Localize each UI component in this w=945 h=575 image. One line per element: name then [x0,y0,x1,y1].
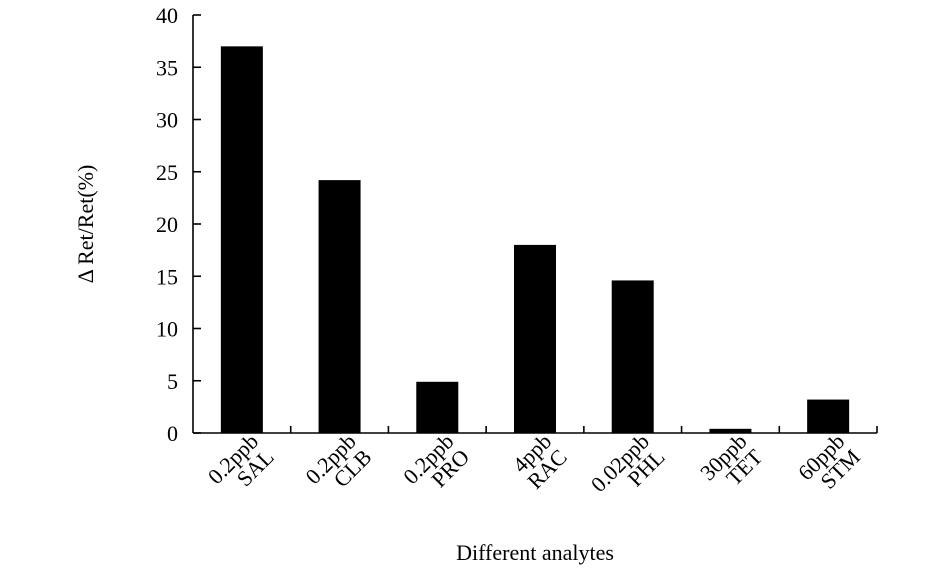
bar-stm [807,399,850,433]
y-tick-label: 15 [156,264,178,289]
y-tick-label: 10 [156,317,178,342]
bar-tet [709,428,752,433]
bar-pro [416,381,459,433]
y-tick-label: 35 [156,55,178,80]
x-axis-title: Different analytes [456,540,614,565]
bar-clb [318,180,361,433]
y-ticks-group: 0 5 10 15 20 25 30 35 40 [156,3,201,446]
y-tick-label: 5 [167,369,178,394]
y-tick-label: 20 [156,212,178,237]
y-tick-label: 0 [167,421,178,446]
y-tick-label: 30 [156,108,178,133]
y-tick-label: 25 [156,160,178,185]
bar-phl [611,280,654,433]
bar-rac [514,244,556,433]
bar-sal [220,46,263,433]
y-tick-label: 40 [156,3,178,28]
bars-group [220,46,850,433]
y-axis-title: Δ Ret/Ret(%) [73,165,98,284]
